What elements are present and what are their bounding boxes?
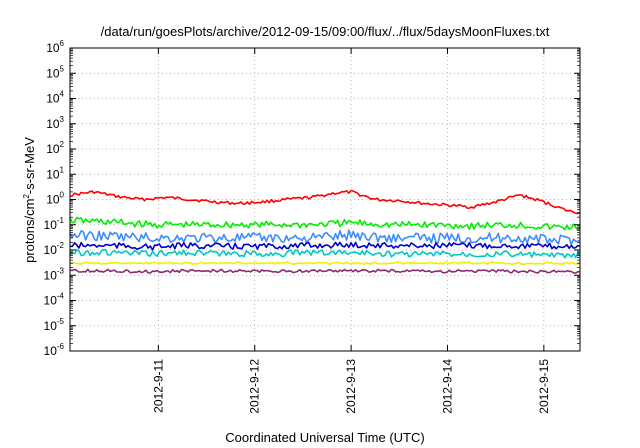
y-tick-label-exp: -3 bbox=[57, 266, 65, 275]
y-tick-label-base: 10 bbox=[44, 218, 58, 232]
x-axis-ticks: 2012-9-11 2012-9-12 2012-9-13 2012-9-14 2012… bbox=[151, 48, 551, 414]
y-tick-label-exp: 0 bbox=[60, 191, 65, 200]
series-line-6 bbox=[69, 261, 581, 265]
y-axis-label: protons/cm2-s-sr-MeV bbox=[22, 137, 37, 263]
x-axis-label: Coordinated Universal Time (UTC) bbox=[225, 430, 424, 445]
y-tick-label-base: 10 bbox=[46, 193, 60, 207]
y-axis-ticks: 10-610-510-410-310-210-11001011021031041… bbox=[44, 39, 580, 358]
data-series bbox=[69, 189, 581, 274]
y-tick-label: 10-5 bbox=[44, 317, 65, 333]
y-tick-label: 105 bbox=[46, 64, 64, 80]
x-tick-label: 2012-9-13 bbox=[344, 359, 358, 414]
y-tick-label-base: 10 bbox=[46, 142, 60, 156]
y-tick-label: 101 bbox=[46, 165, 64, 181]
y-tick-label: 10-4 bbox=[44, 292, 65, 308]
series-line-3 bbox=[69, 229, 581, 246]
y-tick-label: 102 bbox=[46, 140, 64, 156]
y-tick-label: 103 bbox=[46, 115, 64, 131]
series-line-2 bbox=[69, 216, 581, 231]
x-tick-label: 2012-9-14 bbox=[440, 359, 454, 414]
y-tick-label-base: 10 bbox=[46, 92, 60, 106]
y-tick-label: 10-1 bbox=[44, 216, 65, 232]
series-line-7 bbox=[69, 268, 581, 274]
y-axis-label-rest: -s-sr-MeV bbox=[22, 137, 37, 194]
y-axis-label-base: protons/cm bbox=[22, 199, 37, 263]
y-tick-label-exp: 1 bbox=[60, 165, 65, 174]
y-tick-label: 106 bbox=[46, 39, 64, 55]
series-line-4 bbox=[69, 241, 581, 251]
y-tick-label-base: 10 bbox=[44, 344, 58, 358]
y-tick-label-base: 10 bbox=[46, 117, 60, 131]
y-tick-label-base: 10 bbox=[44, 294, 58, 308]
y-axis-label-sup: 2 bbox=[22, 194, 31, 199]
y-tick-label-exp: -1 bbox=[57, 216, 65, 225]
y-tick-label-exp: 6 bbox=[60, 39, 65, 48]
y-tick-label-base: 10 bbox=[46, 167, 60, 181]
y-tick-label-base: 10 bbox=[46, 66, 60, 80]
x-tick-label: 2012-9-15 bbox=[537, 359, 551, 414]
y-tick-label: 10-2 bbox=[44, 241, 65, 257]
y-tick-label-exp: 3 bbox=[60, 115, 65, 124]
y-tick-label-exp: -2 bbox=[57, 241, 65, 250]
y-tick-label-base: 10 bbox=[44, 268, 58, 282]
y-tick-label: 104 bbox=[46, 90, 64, 106]
y-tick-label: 10-6 bbox=[44, 342, 65, 358]
y-tick-label-exp: 5 bbox=[60, 64, 65, 73]
y-tick-label-exp: -4 bbox=[57, 292, 65, 301]
y-tick-label-exp: -5 bbox=[57, 317, 65, 326]
y-tick-label-exp: 4 bbox=[60, 90, 65, 99]
chart-title: /data/run/goesPlots/archive/2012-09-15/0… bbox=[101, 24, 550, 39]
series-line-5 bbox=[69, 248, 581, 259]
x-tick-label: 2012-9-11 bbox=[151, 359, 165, 413]
y-tick-label-base: 10 bbox=[44, 319, 58, 333]
y-tick-label-exp: 2 bbox=[60, 140, 65, 149]
y-tick-label-base: 10 bbox=[46, 41, 60, 55]
y-tick-label-base: 10 bbox=[44, 243, 58, 257]
y-tick-label: 100 bbox=[46, 191, 64, 207]
y-tick-label-exp: -6 bbox=[57, 342, 65, 351]
x-tick-label: 2012-9-12 bbox=[248, 359, 262, 414]
series-line-1 bbox=[69, 189, 581, 215]
y-tick-label: 10-3 bbox=[44, 266, 65, 282]
